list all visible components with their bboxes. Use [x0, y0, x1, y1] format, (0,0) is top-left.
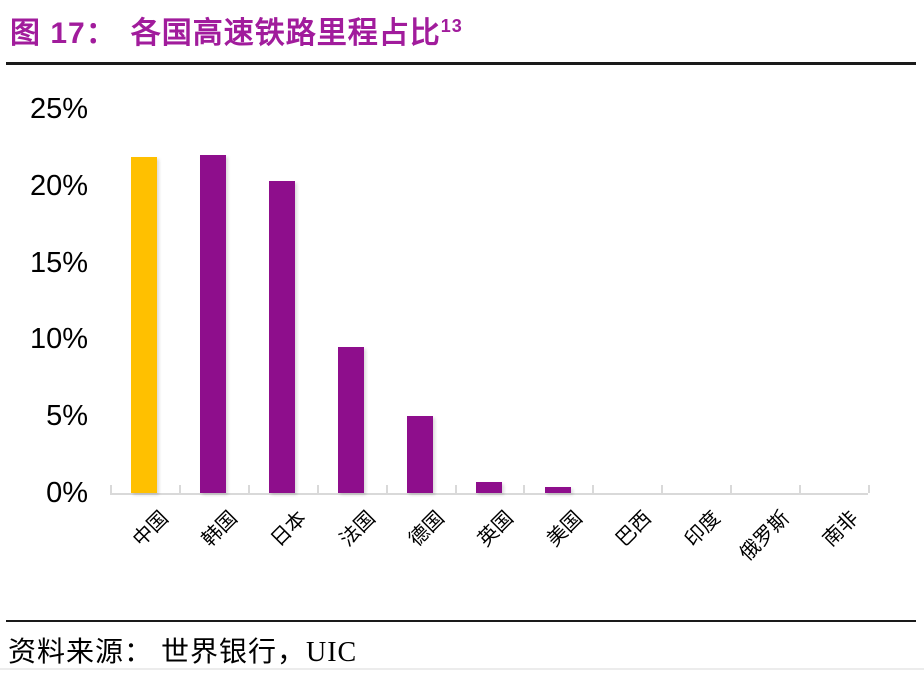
chart-bar [545, 487, 571, 493]
x-axis-label: 韩国 [198, 507, 243, 552]
plot-area: 0% 5% 10% 15% 20% 25% 中国 韩国 日本 法国 德国 英国 美国 巴西 印度 俄罗斯 南非 [29, 93, 870, 566]
chart-bar [338, 347, 364, 493]
axis-tick [592, 485, 594, 493]
x-axis-label: 巴西 [611, 507, 656, 552]
chart-bar [200, 155, 226, 493]
axis-tick [661, 485, 663, 493]
x-axis-label: 日本 [267, 507, 312, 552]
figure-label: 图 17： [10, 17, 117, 50]
y-axis-label: 20% [29, 170, 88, 202]
axis-tick [110, 485, 112, 493]
bottom-hairline [0, 668, 924, 670]
chart-title-text: 各国高速铁路里程占比 [130, 17, 441, 50]
axis-tick [386, 485, 388, 493]
y-axis-label: 25% [29, 93, 88, 125]
x-axis-label: 中国 [129, 507, 174, 552]
x-axis-label: 美国 [542, 507, 587, 552]
chart-bar [269, 181, 295, 493]
chart-bar [407, 416, 433, 493]
x-axis-label: 南非 [818, 507, 863, 552]
y-axis-label: 0% [46, 477, 88, 509]
axis-tick [179, 485, 181, 493]
x-axis-label: 英国 [473, 507, 518, 552]
axis-tick [730, 485, 732, 493]
axis-tick [455, 485, 457, 493]
footnote-superscript: 13 [440, 16, 463, 36]
x-axis-label: 法国 [336, 507, 380, 552]
axis-tick [799, 485, 801, 493]
axis-tick [248, 485, 250, 493]
x-axis-label: 德国 [405, 507, 449, 552]
axis-tick [868, 485, 870, 493]
y-axis-label: 5% [46, 400, 88, 432]
source-divider [6, 620, 916, 622]
x-axis-label: 印度 [680, 507, 725, 552]
chart-bar [476, 482, 502, 493]
axis-tick [523, 485, 525, 493]
y-axis-label: 10% [29, 323, 88, 355]
title-divider [6, 62, 916, 65]
y-axis-label: 15% [29, 247, 88, 279]
source-line: 资料来源： 世界银行，UIC [8, 637, 358, 668]
chart-bar [131, 157, 157, 493]
chart-title: 图 17： 各国高速铁路里程占比13 [10, 8, 463, 52]
x-axis-label: 俄罗斯 [735, 507, 794, 566]
axis-tick [317, 485, 319, 493]
x-axis-line [110, 493, 868, 495]
